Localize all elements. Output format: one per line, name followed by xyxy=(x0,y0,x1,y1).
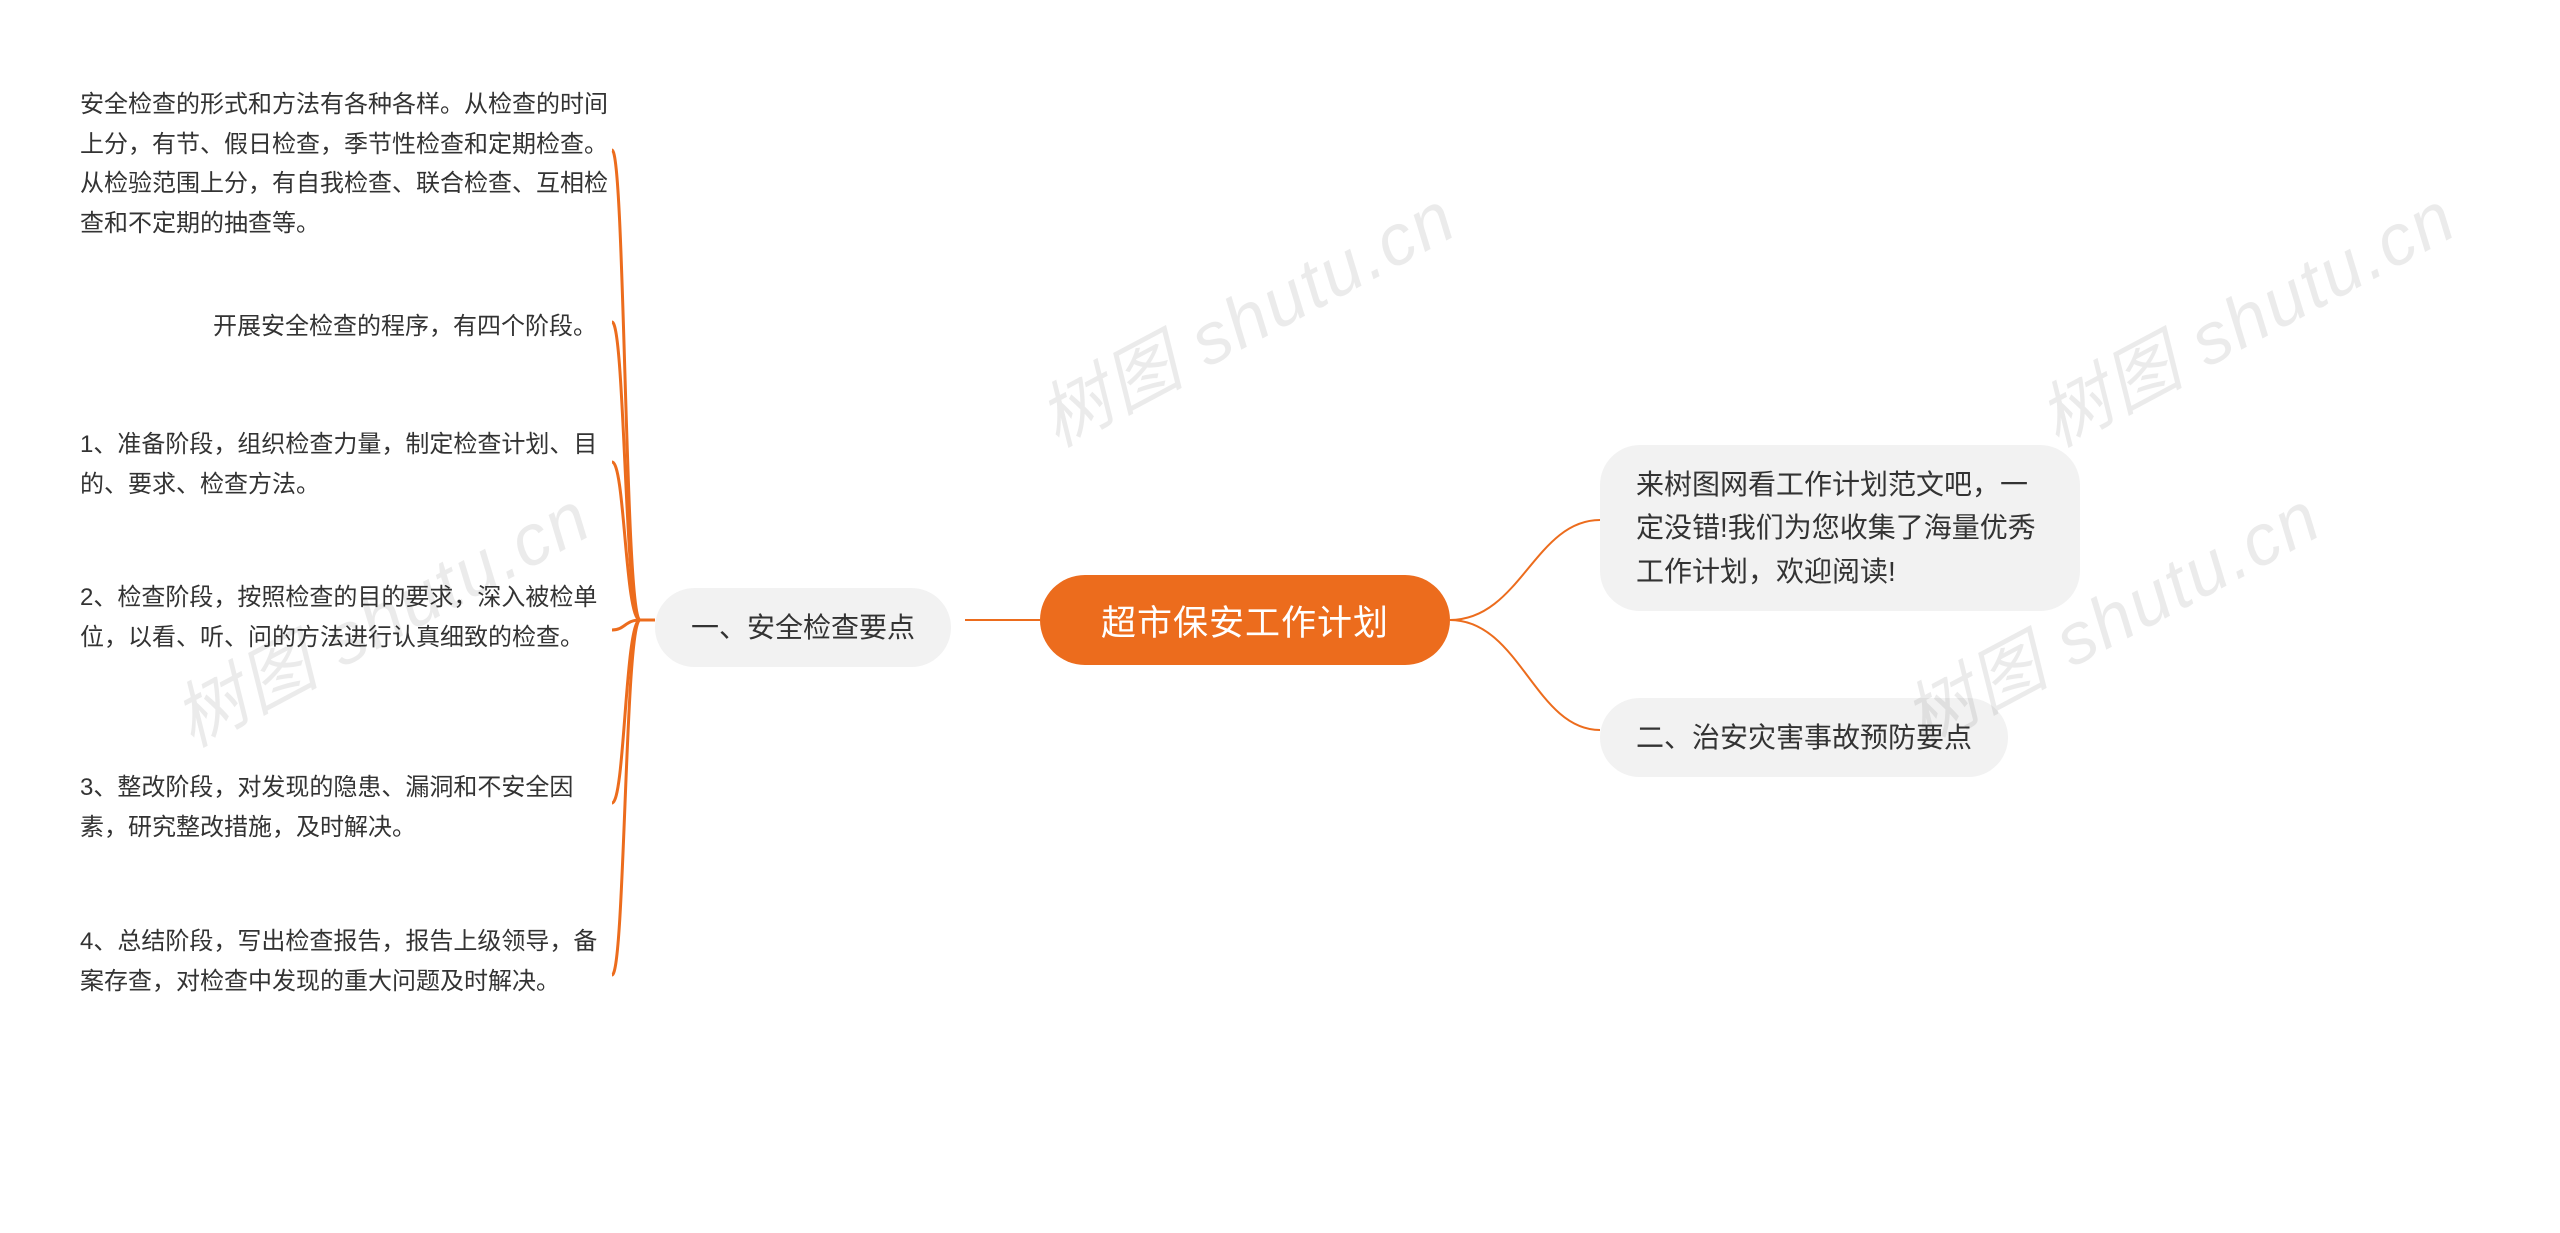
leaf-1[interactable]: 开展安全检查的程序，有四个阶段。 xyxy=(195,307,615,347)
leaf-5-text: 4、总结阶段，写出检查报告，报告上级领导，备案存查，对检查中发现的重大问题及时解… xyxy=(80,922,610,1001)
leaf-3[interactable]: 2、检查阶段，按照检查的目的要求，深入被检单位，以看、听、问的方法进行认真细致的… xyxy=(80,578,610,657)
mindmap-root[interactable]: 超市保安工作计划 xyxy=(1040,575,1450,665)
leaf-0-text: 安全检查的形式和方法有各种各样。从检查的时间上分，有节、假日检查，季节性检查和定… xyxy=(80,85,610,243)
branch-section2[interactable]: 二、治安灾害事故预防要点 xyxy=(1600,698,2008,777)
branch-intro-label: 来树图网看工作计划范文吧，一定没错!我们为您收集了海量优秀工作计划，欢迎阅读! xyxy=(1636,463,2044,593)
watermark-1: 树图 shutu.cn xyxy=(1017,159,1471,467)
watermark-3: 树图 shutu.cn xyxy=(2017,159,2471,467)
leaf-5[interactable]: 4、总结阶段，写出检查报告，报告上级领导，备案存查，对检查中发现的重大问题及时解… xyxy=(80,922,610,1001)
leaf-0[interactable]: 安全检查的形式和方法有各种各样。从检查的时间上分，有节、假日检查，季节性检查和定… xyxy=(80,85,610,243)
branch-section1-label: 一、安全检查要点 xyxy=(691,606,915,649)
branch-section1[interactable]: 一、安全检查要点 xyxy=(655,588,951,667)
leaf-3-text: 2、检查阶段，按照检查的目的要求，深入被检单位，以看、听、问的方法进行认真细致的… xyxy=(80,578,610,657)
leaf-2[interactable]: 1、准备阶段，组织检查力量，制定检查计划、目的、要求、检查方法。 xyxy=(80,425,610,504)
branch-intro[interactable]: 来树图网看工作计划范文吧，一定没错!我们为您收集了海量优秀工作计划，欢迎阅读! xyxy=(1600,445,2080,611)
branch-section2-label: 二、治安灾害事故预防要点 xyxy=(1636,716,1972,759)
leaf-2-text: 1、准备阶段，组织检查力量，制定检查计划、目的、要求、检查方法。 xyxy=(80,425,610,504)
leaf-4[interactable]: 3、整改阶段，对发现的隐患、漏洞和不安全因素，研究整改措施，及时解决。 xyxy=(80,768,610,847)
leaf-1-text: 开展安全检查的程序，有四个阶段。 xyxy=(213,307,597,347)
leaf-4-text: 3、整改阶段，对发现的隐患、漏洞和不安全因素，研究整改措施，及时解决。 xyxy=(80,768,610,847)
root-label: 超市保安工作计划 xyxy=(1101,595,1389,646)
